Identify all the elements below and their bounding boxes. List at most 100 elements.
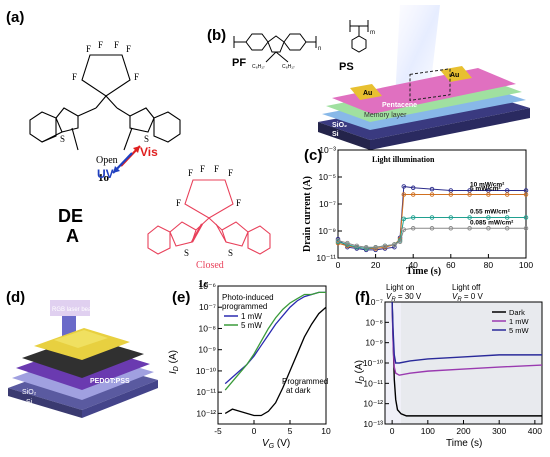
- y-tick-label: 10⁻¹²: [363, 399, 383, 409]
- plot-f-y-label: ID (A): [354, 360, 366, 384]
- pentacene-layer: [332, 68, 516, 114]
- y-tick-label: 10⁻⁷: [366, 297, 383, 307]
- series-label: 0.55 mW/cm²: [470, 209, 511, 216]
- data-point: [410, 185, 416, 191]
- f-atom: F: [236, 198, 241, 208]
- plot-e-x-unit: (V): [274, 438, 290, 449]
- data-point: [504, 215, 510, 220]
- si-side-d: [8, 388, 82, 418]
- data-point: [448, 192, 454, 197]
- ps-label: PS: [339, 61, 354, 73]
- series-line: [224, 291, 326, 391]
- s-atom: S: [60, 134, 65, 144]
- y-tick-label: 10⁻⁹: [318, 226, 336, 236]
- data-point: [401, 184, 407, 189]
- light-illumination-annotation: Light illumination: [372, 155, 435, 164]
- y-tick-label: 10⁻⁹: [365, 338, 383, 348]
- data-point: [335, 238, 341, 243]
- open-code: 1o: [98, 172, 110, 184]
- plot-e-x-sub: G: [269, 443, 275, 450]
- data-point: [467, 215, 472, 220]
- plot-f-x-ticks: 0 100 200 300 400: [390, 420, 542, 436]
- pentacene-label: Pentacene: [382, 102, 417, 109]
- pf-structure: [233, 33, 317, 63]
- y-tick-label: 10⁻⁸: [365, 317, 383, 327]
- plot-f-y-sub: D: [359, 376, 366, 381]
- legend-label: 1 mW: [509, 317, 530, 326]
- pedot-label: PEDOT:PSS: [90, 378, 130, 385]
- panel-c-label: (c): [304, 147, 322, 164]
- light-off-v: V: [452, 292, 458, 301]
- x-tick-label: 40: [408, 260, 418, 270]
- legend-label: 5 mW: [509, 326, 530, 335]
- data-point: [429, 186, 435, 192]
- legend-title-line2: programmed: [222, 302, 267, 311]
- plot-e-y-unit: (A): [168, 350, 179, 366]
- pf-label: PF: [232, 57, 246, 69]
- s-atom: S: [228, 248, 233, 258]
- f-atom: F: [200, 164, 205, 174]
- open-isomer-structure: [29, 54, 181, 151]
- series-label: 5 mW/cm²: [470, 186, 502, 193]
- device-stack-b: [318, 66, 530, 150]
- dark-note-line1: Programmed: [282, 377, 328, 386]
- open-label: Open: [96, 155, 118, 166]
- f-atom: F: [72, 72, 77, 82]
- memory-layer-label: Memory layer: [364, 112, 407, 119]
- plot-e-y-label: ID (A): [168, 350, 180, 374]
- uv-label: UV: [97, 167, 114, 181]
- x-tick-label: -5: [214, 426, 222, 436]
- data-point: [523, 226, 529, 231]
- light-off-label: Light off: [452, 283, 481, 292]
- plot-f-x-label: Time (s): [446, 438, 482, 449]
- y-tick-label: 10⁻¹⁰: [363, 358, 384, 368]
- x-tick-label: 10: [321, 426, 331, 436]
- data-point: [354, 243, 360, 249]
- top-electrode-inner: [54, 330, 108, 348]
- data-point: [382, 243, 388, 249]
- si-label-d: Si: [26, 399, 33, 406]
- series-line: [391, 301, 542, 417]
- data-point: [448, 215, 454, 220]
- light-off-sub: R: [457, 297, 462, 303]
- light-off-region: [401, 302, 542, 424]
- closed-label: Closed: [196, 260, 224, 271]
- f-atom: F: [188, 168, 193, 178]
- light-on-region: [385, 302, 401, 424]
- dark-note-line2: at dark: [286, 386, 311, 395]
- plot-c-x-label: Time (s): [406, 266, 441, 277]
- plot-e-legend: 1 mW5 mW: [224, 312, 262, 330]
- data-point: [504, 188, 510, 193]
- plot-e-x-symbol: V: [262, 438, 270, 449]
- data-point: [401, 216, 407, 222]
- panel-e: (e) 10⁻⁶ 10⁻⁷ 10⁻⁸ 10⁻⁹ 10⁻¹⁰ 10⁻¹¹ 10⁻¹² -5 0 5…: [168, 281, 331, 450]
- light-on-val: = 30 V: [396, 292, 422, 301]
- panel-b-label: (b): [207, 27, 226, 44]
- panel-d: (d) RGB laser beam PEDOT:PSS SiO₂ Si: [6, 289, 158, 418]
- closed-code: 1c: [198, 278, 209, 290]
- au-electrode-left: [350, 84, 382, 100]
- open-isomer-atoms: F F F F F F S S: [60, 40, 149, 144]
- light-beam: [395, 5, 440, 100]
- x-tick-label: 200: [456, 426, 470, 436]
- x-tick-label: 0: [390, 426, 395, 436]
- si-side: [318, 122, 370, 150]
- ps-structure: [349, 20, 369, 53]
- dea-text-line2: A: [66, 226, 79, 246]
- beam-label-box: [50, 300, 90, 316]
- data-point: [467, 226, 472, 231]
- panel-f: (f) Light on VR = 30 V Light off VR = 0 …: [354, 283, 543, 449]
- data-point: [486, 188, 491, 193]
- y-tick-label: 10⁻⁸: [198, 323, 216, 333]
- data-point: [410, 215, 416, 220]
- data-point: [486, 215, 491, 220]
- light-off-val: = 0 V: [462, 292, 484, 301]
- data-point: [486, 226, 491, 231]
- x-tick-label: 100: [519, 260, 533, 270]
- y-tick-label: 10⁻¹⁰: [196, 366, 217, 376]
- data-point: [410, 226, 416, 231]
- data-point: [448, 188, 454, 193]
- plot-c-frame: [337, 149, 527, 259]
